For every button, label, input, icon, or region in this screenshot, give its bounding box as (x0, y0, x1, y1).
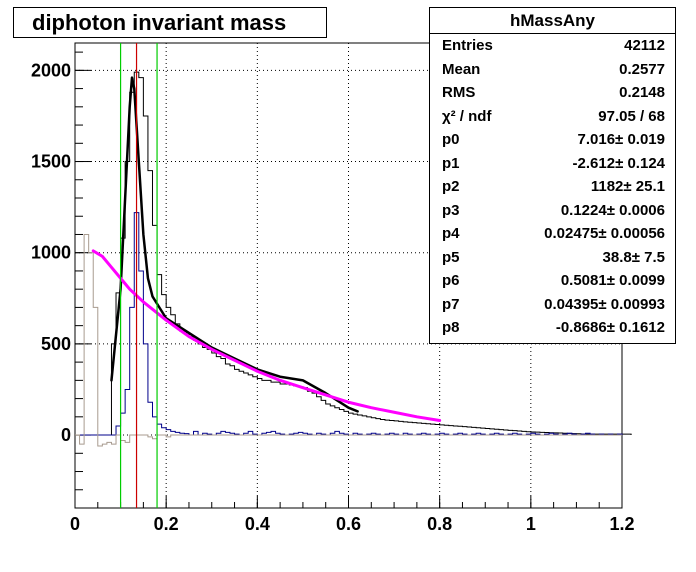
stats-label: p4 (442, 225, 460, 242)
x-tick-label: 0.2 (154, 514, 179, 534)
stats-value: 7.016± 0.019 (577, 131, 665, 148)
stats-value: -2.612± 0.124 (572, 154, 665, 172)
stats-row: p4 0.02475± 0.00056 (442, 222, 665, 246)
histogram-series (75, 233, 622, 447)
stats-label: p2 (442, 178, 460, 195)
stats-row: p1 -2.612± 0.124 (442, 152, 665, 176)
x-tick-label: 0.6 (336, 514, 361, 534)
stats-row: p6 0.5081± 0.0099 (442, 269, 665, 293)
y-tick-label: 2000 (31, 60, 71, 80)
stats-row: Entries 42112 (442, 34, 665, 58)
x-tick-label: 1 (526, 514, 536, 534)
x-tick-label: 0.4 (245, 514, 270, 534)
stats-row: p0 7.016± 0.019 (442, 128, 665, 152)
stats-row: p7 0.04395± 0.00993 (442, 293, 665, 317)
stats-label: p0 (442, 131, 460, 148)
y-tick-label: 1000 (31, 243, 71, 263)
stats-row: Mean 0.2577 (442, 58, 665, 82)
histogram-series (75, 71, 632, 436)
stats-label: p7 (442, 295, 460, 313)
stats-label: p8 (442, 319, 460, 336)
stats-rows: Entries 42112 Mean 0.2577 RMS 0.2148 χ² / n… (430, 34, 675, 340)
stats-row: p2 1182± 25.1 (442, 175, 665, 199)
y-tick-label: 1500 (31, 152, 71, 172)
stats-label: Mean (442, 60, 481, 78)
stats-title: hMassAny (430, 8, 675, 34)
stats-value: 97.05 / 68 (598, 107, 665, 125)
stats-row: p3 0.1224± 0.0006 (442, 199, 665, 223)
stats-value: -0.8686± 0.1612 (555, 319, 665, 336)
stats-value: 0.02475± 0.00056 (544, 225, 665, 242)
stats-value: 0.5081± 0.0099 (560, 272, 665, 289)
stats-label: p3 (442, 201, 460, 219)
y-tick-label: 500 (41, 334, 71, 354)
stats-value: 0.04395± 0.00993 (544, 295, 665, 313)
stats-label: χ² / ndf (442, 107, 492, 125)
stats-value: 0.2577 (619, 60, 665, 78)
stats-value: 0.2148 (619, 84, 665, 101)
stats-row: χ² / ndf 97.05 / 68 (442, 105, 665, 129)
stats-label: RMS (442, 84, 476, 101)
histogram-series (75, 212, 623, 436)
stats-box: hMassAny Entries 42112 Mean 0.2577 RMS 0.21… (429, 7, 676, 344)
stats-label: p1 (442, 154, 460, 172)
x-tick-label: 0 (70, 514, 80, 534)
stats-row: RMS 0.2148 (442, 81, 665, 105)
x-tick-label: 1.2 (609, 514, 634, 534)
stats-value: 42112 (624, 37, 665, 54)
stats-value: 38.8± 7.5 (602, 248, 665, 266)
y-tick-label: 0 (61, 425, 71, 445)
stats-label: p6 (442, 272, 460, 289)
stats-label: p5 (442, 248, 460, 266)
stats-value: 1182± 25.1 (590, 178, 665, 195)
x-tick-label: 0.8 (427, 514, 452, 534)
chart-title: diphoton invariant mass (13, 7, 327, 38)
stats-row: p8 -0.8686± 0.1612 (442, 316, 665, 340)
stats-row: p5 38.8± 7.5 (442, 246, 665, 270)
stats-label: Entries (442, 37, 493, 54)
stats-value: 0.1224± 0.0006 (560, 201, 665, 219)
